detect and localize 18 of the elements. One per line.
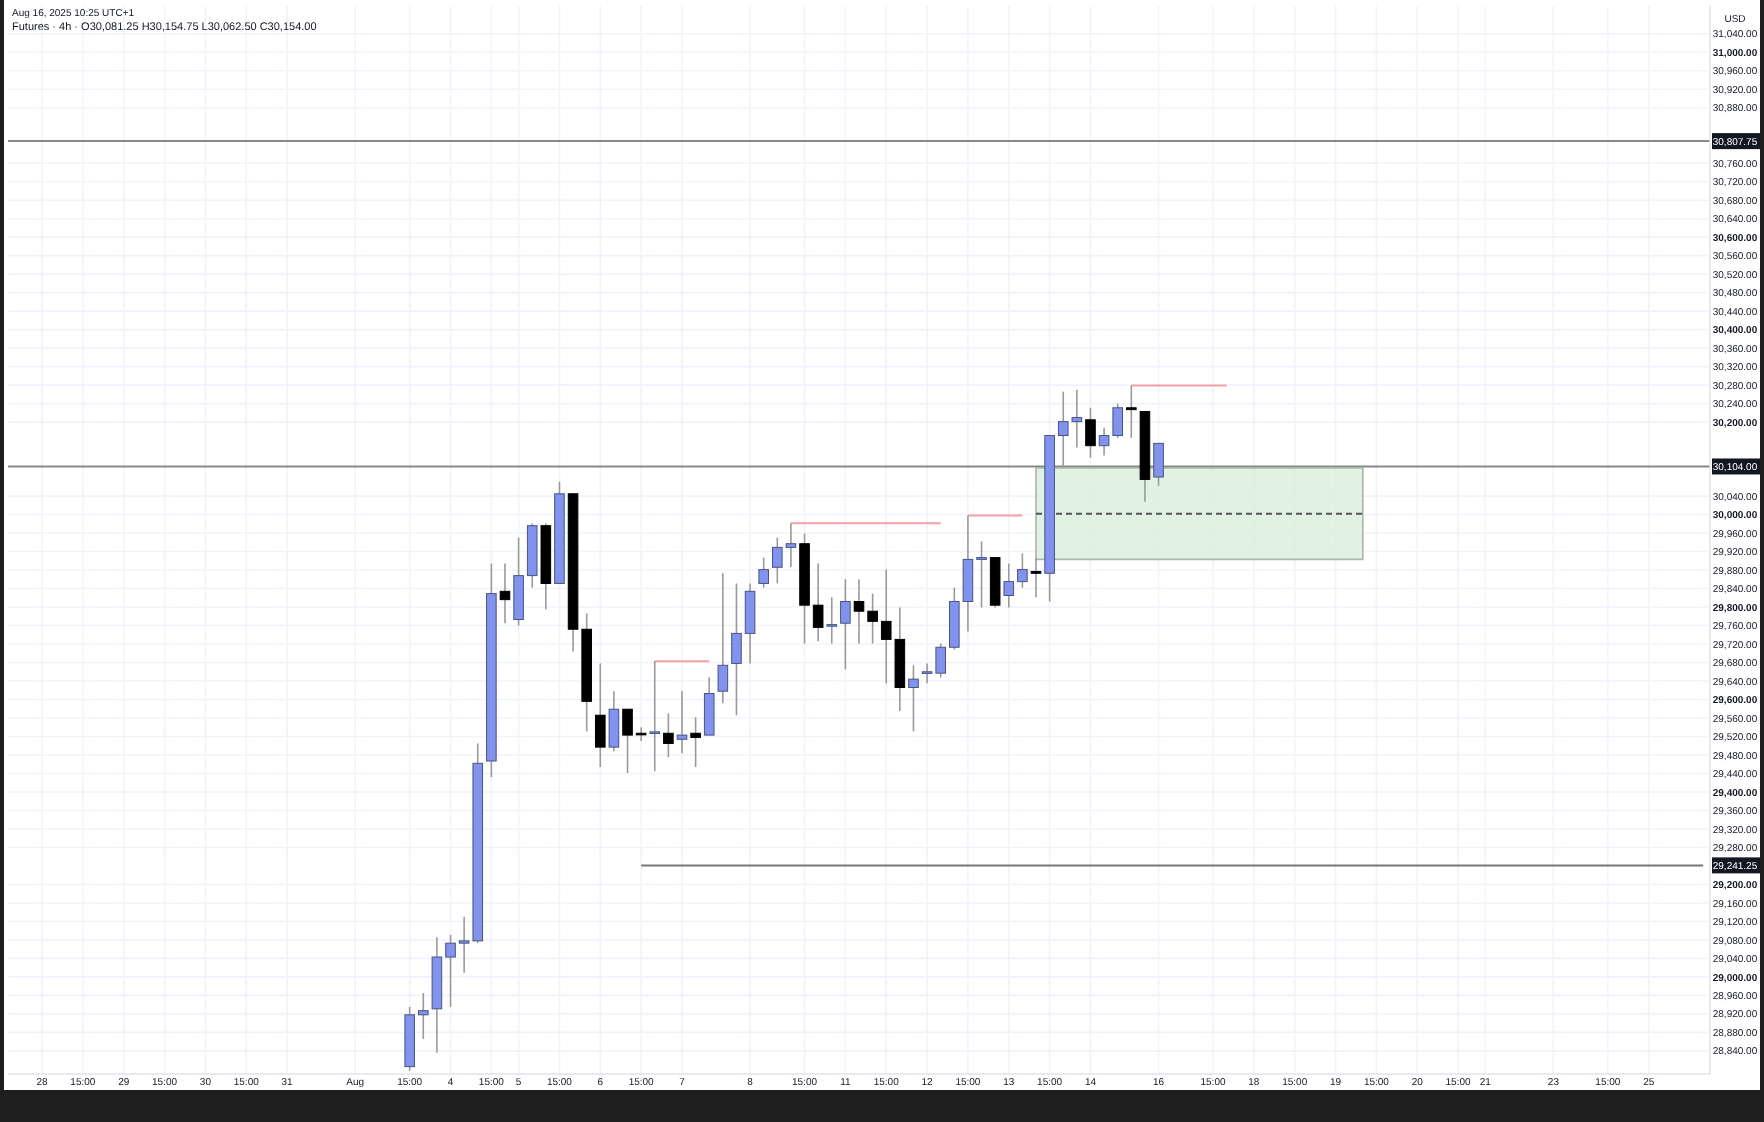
candlestick [989,556,1001,609]
candlestick [717,572,729,705]
candlestick [826,596,838,645]
candlestick [758,556,769,589]
candlestick [608,690,620,753]
candlestick [676,690,688,754]
candlestick [649,660,661,772]
candlestick [595,662,606,768]
candlestick [908,664,919,733]
candlestick [499,562,511,625]
candlestick [1153,442,1164,487]
candlestick [1085,406,1096,459]
candlestick [1030,556,1042,599]
candlestick [690,716,701,768]
candlestick [840,578,851,671]
candlestick [703,676,715,736]
candlestick [663,712,674,759]
candlestick [1126,384,1137,439]
